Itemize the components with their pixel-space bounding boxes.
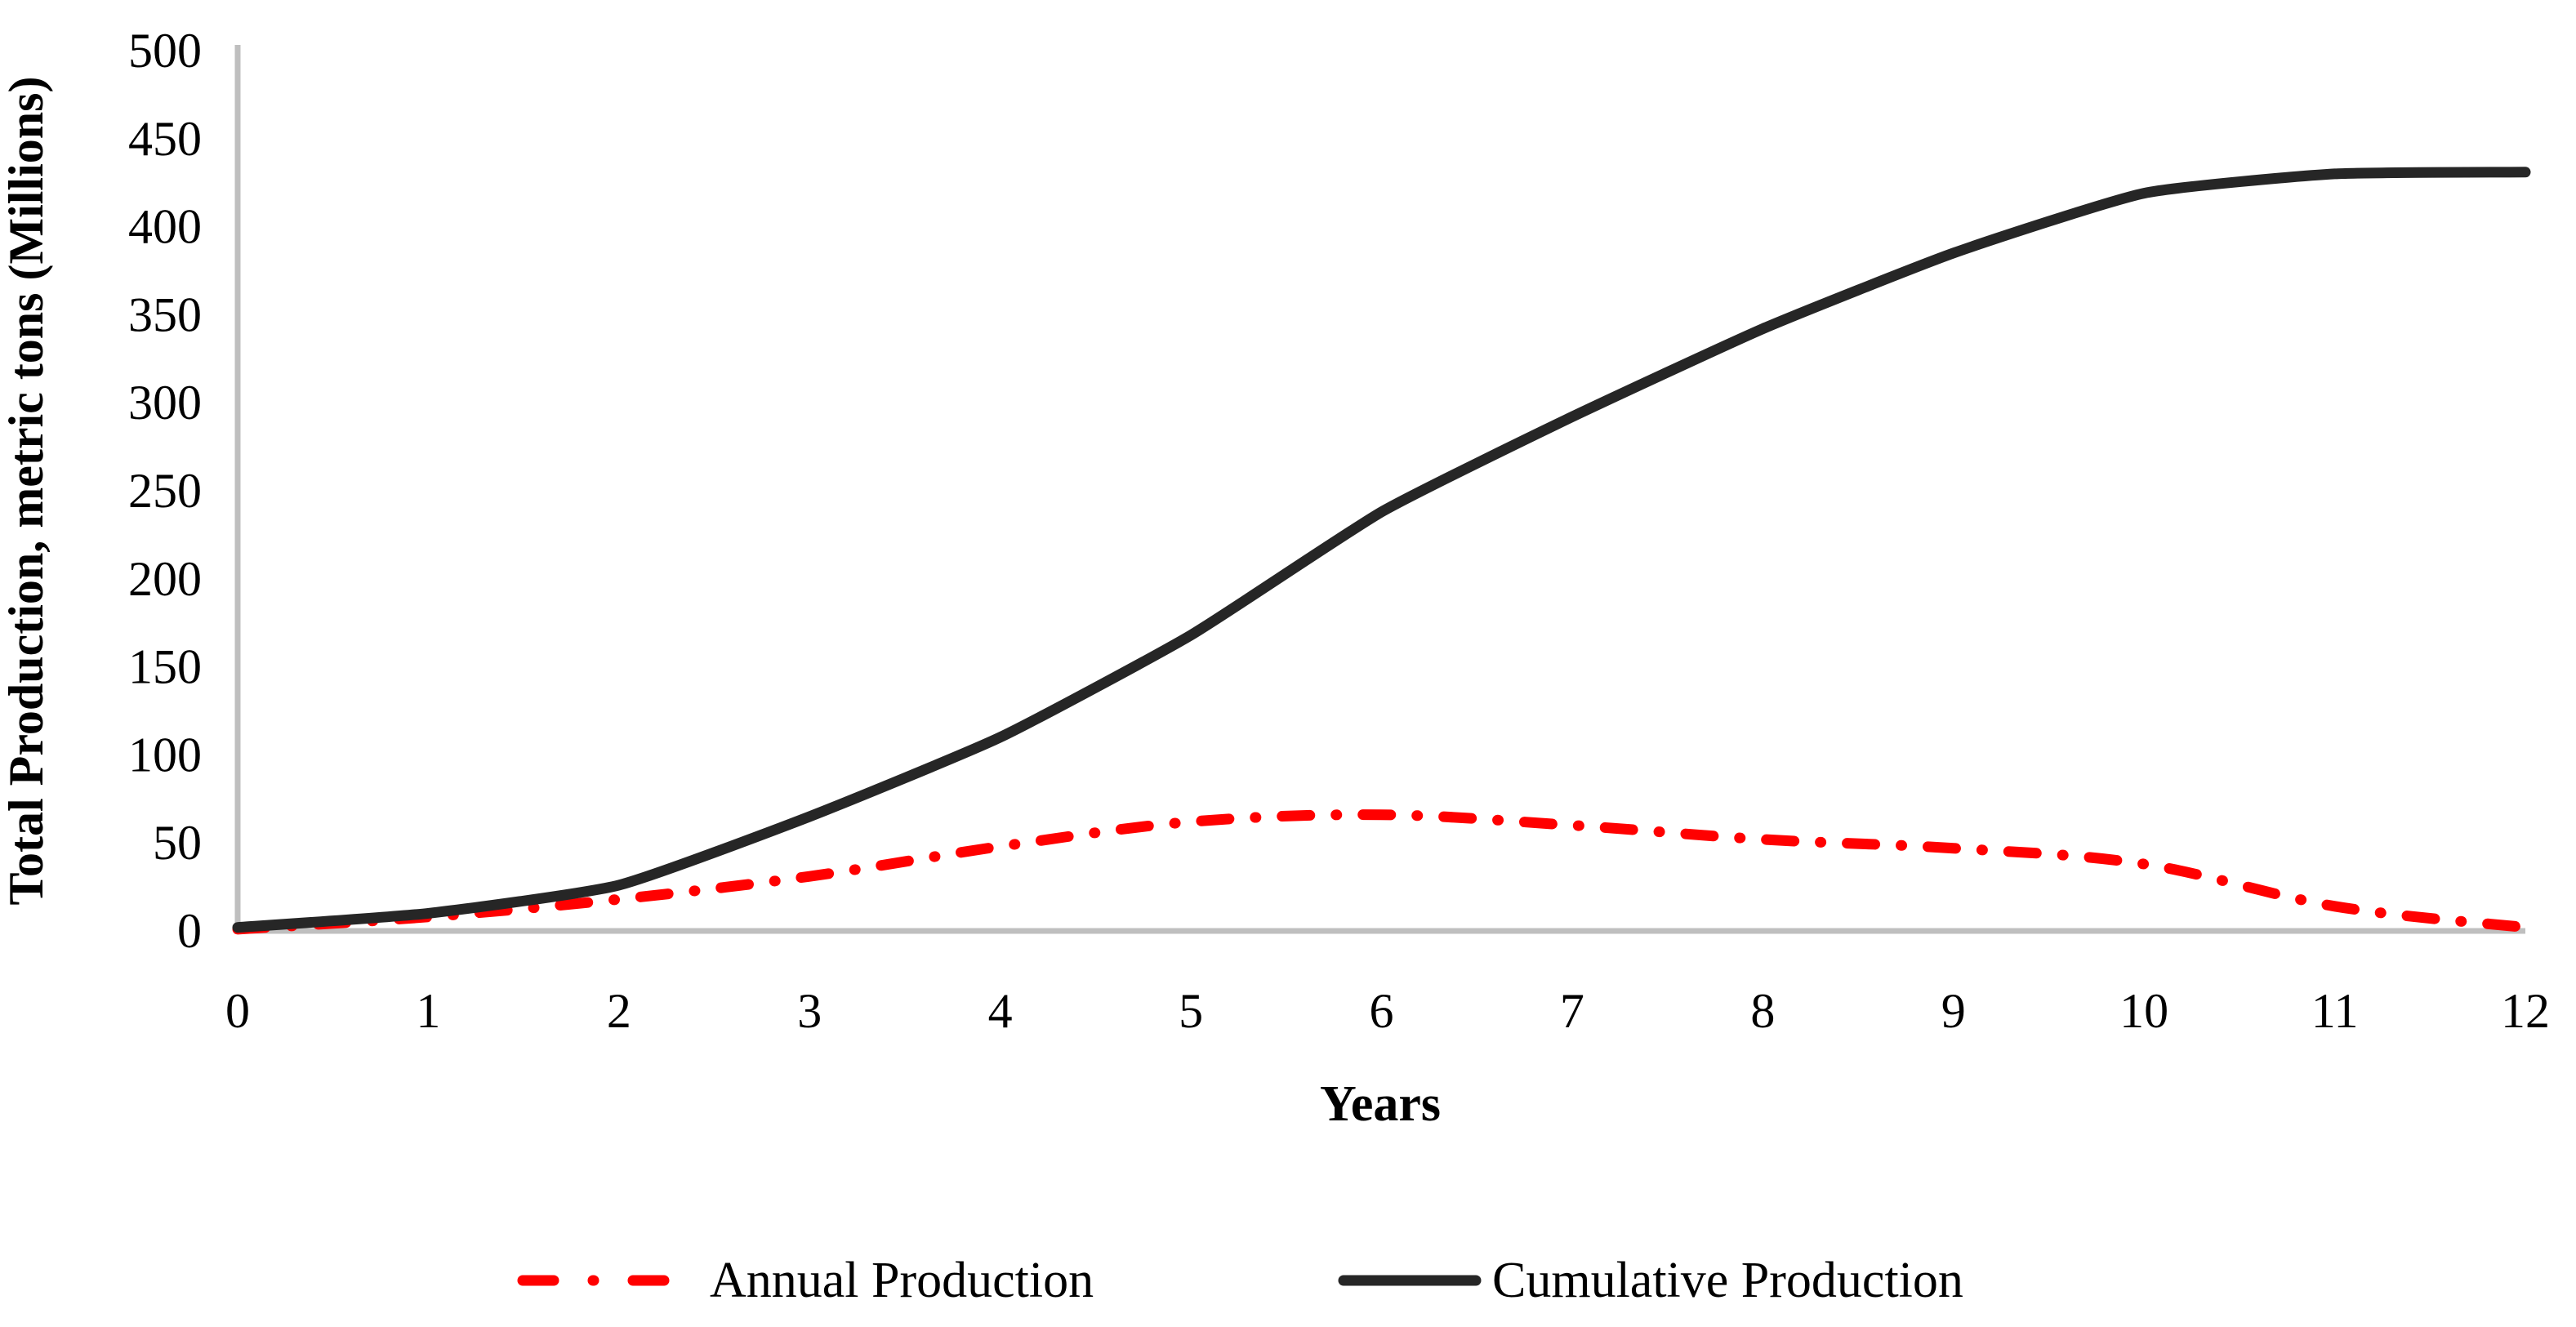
- legend: Annual Production Cumulative Production: [517, 1253, 1963, 1308]
- y-tick-label: 250: [128, 464, 202, 518]
- y-tick-label: 0: [177, 904, 202, 958]
- y-tick-label: 400: [128, 200, 202, 254]
- x-tick-label: 10: [2119, 984, 2168, 1038]
- y-tick-label: 150: [128, 640, 202, 694]
- y-tick-label: 450: [128, 112, 202, 166]
- y-tick-label: 50: [153, 816, 202, 870]
- legend-cumulative-label: Cumulative Production: [1492, 1253, 1963, 1308]
- legend-annual-label: Annual Production: [710, 1253, 1094, 1308]
- x-tick-label: 1: [416, 984, 440, 1038]
- x-tick-label: 12: [2501, 984, 2550, 1038]
- x-axis-tick-labels: 0 1 2 3 4 5 6 7 8 9 10 11 12: [225, 984, 2550, 1038]
- x-tick-label: 4: [988, 984, 1013, 1038]
- x-axis-title: Years: [1320, 1076, 1441, 1132]
- x-tick-label: 11: [2311, 984, 2359, 1038]
- x-tick-label: 5: [1179, 984, 1203, 1038]
- series-line-cumulative-production: [232, 167, 2531, 933]
- x-tick-label: 2: [607, 984, 631, 1038]
- y-axis-title: Total Production, metric tons (Millions): [0, 77, 53, 906]
- x-tick-label: 3: [797, 984, 822, 1038]
- x-tick-label: 8: [1750, 984, 1775, 1038]
- x-tick-label: 9: [1941, 984, 1966, 1038]
- axes: [234, 45, 2525, 934]
- y-tick-label: 350: [128, 287, 202, 341]
- y-tick-label: 200: [128, 552, 202, 606]
- x-tick-label: 0: [225, 984, 250, 1038]
- x-tick-label: 6: [1370, 984, 1394, 1038]
- series-lines: [232, 167, 2531, 935]
- y-tick-label: 500: [128, 24, 202, 78]
- series-line-annual-production: [232, 809, 2531, 935]
- y-tick-label: 300: [128, 376, 202, 430]
- y-tick-label: 100: [128, 728, 202, 782]
- x-tick-label: 7: [1560, 984, 1584, 1038]
- y-axis-tick-labels: 0 50 100 150 200 250 300 350 400 450 500: [128, 24, 202, 958]
